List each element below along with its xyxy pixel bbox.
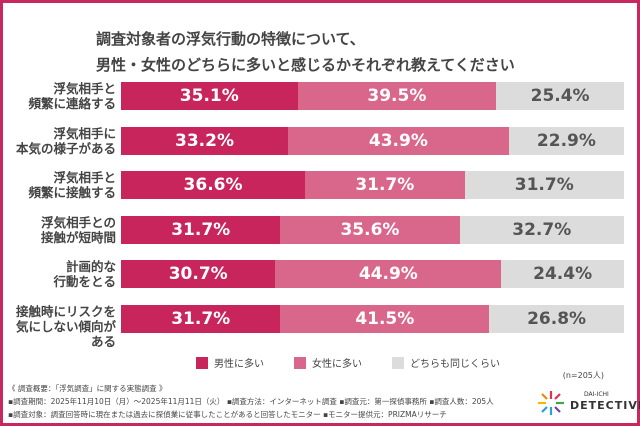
data-label: 36.6% [183, 175, 243, 195]
logo-top-text: DAI-ICHI [584, 391, 609, 398]
legend-item: 女性に多い [294, 355, 362, 370]
starburst-logo-icon [538, 391, 564, 415]
bar-segment: 41.5% [280, 305, 490, 333]
note-line: ▪調査期間：2025年11月10日（月）～2025年11月11日（火） ▪調査方… [8, 397, 494, 406]
data-label: 43.9% [368, 131, 428, 151]
bar-segment: 31.7% [121, 216, 281, 244]
legend-label: 男性に多い [214, 359, 264, 370]
legend-item: どちらも同じくらい [392, 355, 500, 370]
bar-segment: 35.1% [121, 82, 298, 110]
bar-segment: 26.8% [489, 305, 624, 333]
note-line: 《 調査概要：「浮気調査」に関する実態調査 》 [8, 384, 167, 393]
category-label: 浮気相手との 接触が短時間 [40, 215, 116, 245]
legend: 男性に多い 女性に多い どちらも同じくらい [196, 355, 500, 370]
chart-title: 調査対象者の浮気行動の特徴について、 男性・女性のどちらに多いと感じるかそれぞれ… [96, 26, 515, 78]
logo-bottom-text: DETECTIVE [570, 399, 640, 412]
data-label: 35.6% [340, 220, 400, 240]
category-label: 浮気相手に 本気の様子がある [15, 126, 116, 156]
data-label: 39.5% [367, 86, 427, 106]
category-label: 計画的な 行動をとる [53, 259, 116, 289]
category-label: 浮気相手と 頻繁に接触する [28, 170, 116, 200]
bar-segment: 30.7% [121, 260, 276, 288]
bar-segment: 36.6% [121, 171, 306, 199]
legend-swatch [196, 356, 208, 369]
bar-segment: 22.9% [508, 127, 624, 155]
bar-segment: 39.5% [297, 82, 497, 110]
data-label: 31.7% [355, 175, 415, 195]
data-label: 25.4% [530, 86, 590, 106]
bar-segment: 32.7% [459, 216, 624, 244]
data-label: 31.7% [171, 309, 231, 329]
data-label: 32.7% [512, 220, 572, 240]
data-label: 26.8% [527, 309, 587, 329]
data-label: 33.2% [175, 131, 234, 151]
bar-segment: 43.9% [287, 127, 509, 155]
bar-segment: 25.4% [496, 82, 624, 110]
legend-label: どちらも同じくらい [410, 359, 500, 370]
data-label: 22.9% [536, 131, 596, 151]
legend-swatch [392, 356, 404, 369]
bar-segment: 31.7% [464, 171, 624, 199]
legend-swatch [294, 356, 306, 369]
data-label: 41.5% [355, 309, 415, 329]
data-label: 31.7% [171, 220, 231, 240]
category-label: 浮気相手と 頻繁に連絡する [28, 81, 116, 111]
company-logo: DAI-ICHI DETECTIVE [536, 389, 640, 417]
legend-item: 男性に多い [196, 355, 264, 370]
data-label: 31.7% [514, 175, 574, 195]
title-line-1: 調査対象者の浮気行動の特徴について、 [96, 30, 365, 48]
bar-segment: 35.6% [280, 216, 460, 244]
bar-segment: 31.7% [305, 171, 465, 199]
legend-label: 女性に多い [312, 359, 362, 370]
bar-segment: 31.7% [121, 305, 281, 333]
data-label: 44.9% [358, 264, 418, 284]
data-label: 35.1% [179, 86, 239, 106]
category-label: 接触時にリスクを 気にしない傾向がある [15, 304, 116, 349]
data-label: 24.4% [533, 264, 593, 284]
survey-notes: 《 調査概要：「浮気調査」に関する実態調査 》 ▪調査期間：2025年11月10… [8, 382, 494, 421]
bar-segment: 24.4% [501, 260, 624, 288]
bar-segment: 33.2% [121, 127, 288, 155]
data-label: 30.7% [168, 264, 228, 284]
sample-size: (n=205人) [562, 371, 604, 380]
note-line: ▪調査対象：調査回答時に現在または過去に探偵業に従事したことがあると回答したモニ… [8, 410, 447, 419]
title-line-2: 男性・女性のどちらに多いと感じるかそれぞれ教えてください [96, 56, 515, 74]
bar-segment: 44.9% [275, 260, 502, 288]
